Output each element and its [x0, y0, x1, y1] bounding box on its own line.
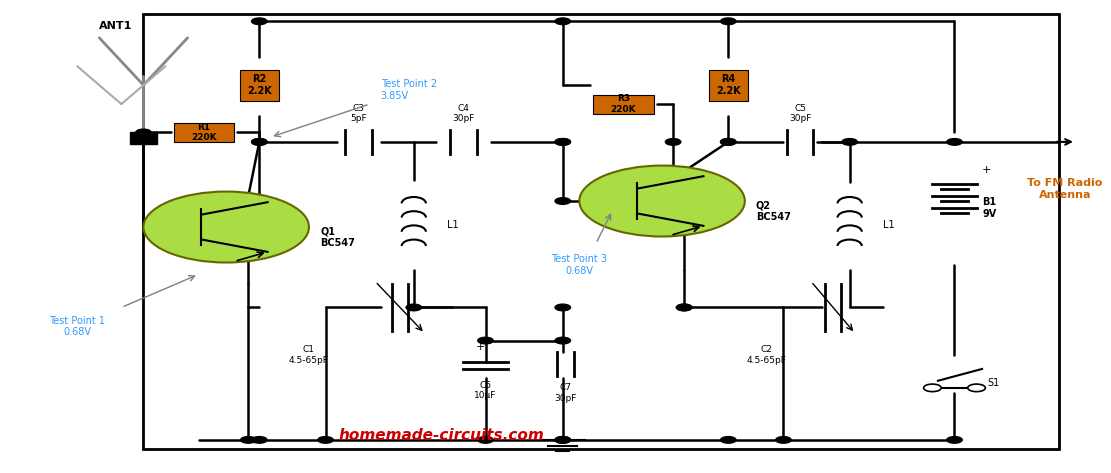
- Circle shape: [478, 437, 493, 443]
- Circle shape: [406, 304, 421, 311]
- Text: Test Point 3
0.68V: Test Point 3 0.68V: [551, 254, 608, 276]
- Circle shape: [775, 437, 791, 443]
- Bar: [709, 70, 748, 101]
- Circle shape: [556, 337, 570, 344]
- Circle shape: [241, 437, 256, 443]
- Circle shape: [721, 18, 735, 25]
- Circle shape: [579, 166, 744, 236]
- Circle shape: [556, 139, 570, 145]
- Text: To FM Radio
Antenna: To FM Radio Antenna: [1028, 178, 1102, 200]
- Circle shape: [665, 139, 681, 145]
- Circle shape: [556, 437, 570, 443]
- Circle shape: [556, 139, 570, 145]
- Circle shape: [721, 139, 735, 145]
- Circle shape: [556, 304, 570, 311]
- Bar: [593, 95, 653, 114]
- Circle shape: [251, 18, 267, 25]
- Text: Q1
BC547: Q1 BC547: [320, 227, 354, 248]
- Text: C1
4.5-65pF: C1 4.5-65pF: [289, 345, 329, 365]
- Circle shape: [556, 198, 570, 204]
- Circle shape: [251, 139, 267, 145]
- Text: Q2
BC547: Q2 BC547: [755, 201, 791, 222]
- Text: R2
2.2K: R2 2.2K: [247, 74, 272, 96]
- Text: +: +: [982, 165, 991, 175]
- Circle shape: [251, 437, 267, 443]
- Circle shape: [478, 337, 493, 344]
- Circle shape: [842, 139, 858, 145]
- Bar: [130, 132, 157, 144]
- Text: L1: L1: [447, 219, 459, 230]
- Circle shape: [136, 129, 151, 136]
- Bar: [240, 70, 279, 101]
- Text: Test Point 1
0.68V: Test Point 1 0.68V: [49, 315, 106, 337]
- Text: homemade-circuits.com: homemade-circuits.com: [339, 428, 544, 443]
- Circle shape: [947, 437, 962, 443]
- Circle shape: [251, 139, 267, 145]
- Text: R4
2.2K: R4 2.2K: [715, 74, 741, 96]
- Circle shape: [556, 18, 570, 25]
- Text: +: +: [476, 342, 484, 352]
- Circle shape: [721, 139, 735, 145]
- Text: R1
220K: R1 220K: [191, 123, 217, 142]
- Text: C3
5pF: C3 5pF: [350, 104, 367, 123]
- Text: C6
10μF: C6 10μF: [474, 381, 497, 400]
- Circle shape: [318, 437, 333, 443]
- Text: S1: S1: [988, 378, 1000, 388]
- Circle shape: [721, 437, 735, 443]
- Circle shape: [968, 384, 985, 392]
- Circle shape: [143, 192, 309, 263]
- Text: R3
220K: R3 220K: [611, 94, 637, 114]
- Text: Test Point 2
3.85V: Test Point 2 3.85V: [381, 79, 437, 101]
- Text: L1: L1: [883, 219, 894, 230]
- Bar: [173, 123, 234, 142]
- Text: ANT1: ANT1: [99, 21, 132, 31]
- Text: C4
30pF: C4 30pF: [452, 104, 474, 123]
- Bar: [143, 14, 1059, 449]
- Text: B1
9V: B1 9V: [982, 197, 997, 219]
- Circle shape: [677, 304, 692, 311]
- Circle shape: [556, 437, 570, 443]
- Circle shape: [923, 384, 941, 392]
- Circle shape: [947, 139, 962, 145]
- Text: C7
30pF: C7 30pF: [554, 383, 577, 403]
- Text: C5
30pF: C5 30pF: [789, 104, 811, 123]
- Text: C2
4.5-65pF: C2 4.5-65pF: [747, 345, 787, 365]
- Circle shape: [677, 304, 692, 311]
